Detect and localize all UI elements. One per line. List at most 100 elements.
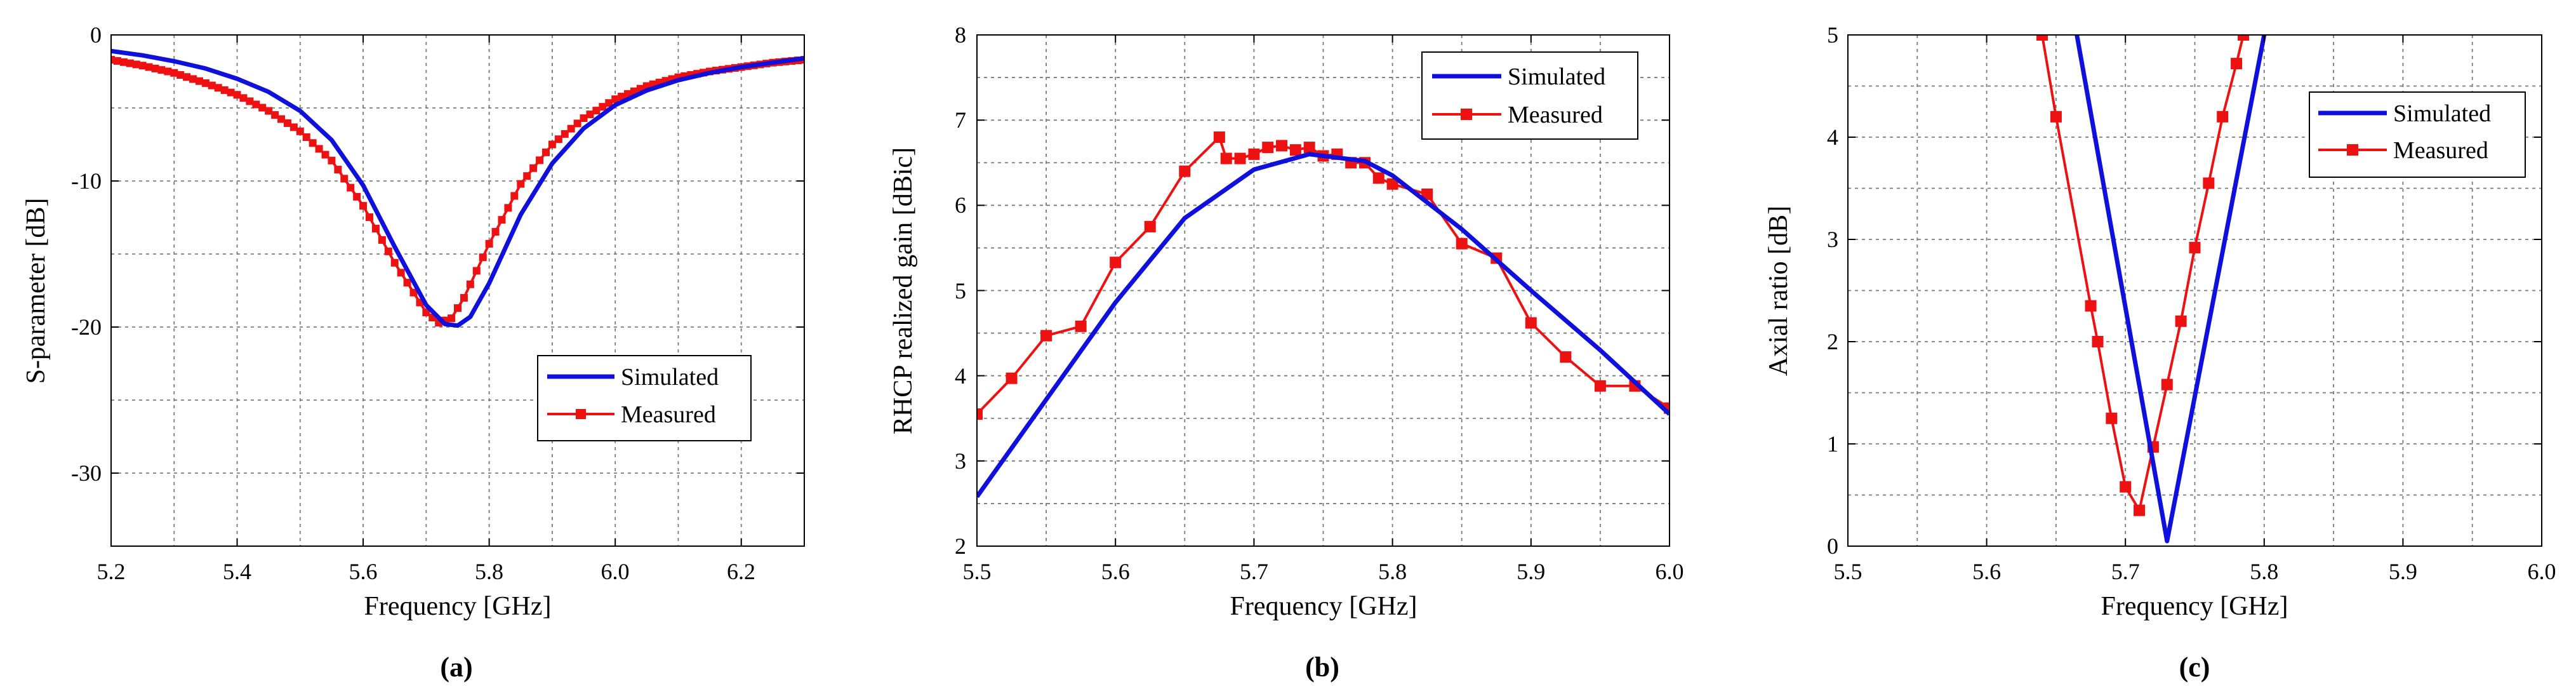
panel-a-measured-marker xyxy=(347,184,355,192)
panel-b-legend-measured-label: Measured xyxy=(1508,102,1603,128)
panel-b-measured-marker xyxy=(1594,380,1606,392)
panel-a: 5.2 5.4 5.6 5.8 6.0 6.2 0 -10 -20 -30 Fr… xyxy=(22,22,805,683)
panel-c-xtick-label: 5.7 xyxy=(2111,559,2140,584)
panel-a-measured-marker xyxy=(592,107,601,115)
panel-a-measured-marker xyxy=(618,93,626,101)
panel-b: 5.5 5.6 5.7 5.8 5.9 6.0 2 3 4 5 6 7 8 Fr… xyxy=(889,22,1684,683)
panel-b-series xyxy=(977,131,1670,499)
panel-c-measured-marker xyxy=(2134,504,2146,516)
panel-a-xtick-label: 5.4 xyxy=(223,559,251,584)
panel-a-measured-marker xyxy=(126,59,134,67)
panel-a-measured-marker xyxy=(309,139,317,147)
panel-b-legend: Simulated Measured xyxy=(1421,51,1638,140)
panel-a-measured-marker xyxy=(195,77,203,85)
panel-a-measured-marker xyxy=(189,75,197,83)
panel-a-measured-marker xyxy=(239,94,248,102)
panel-a-measured-marker xyxy=(384,247,392,255)
panel-a-measured-marker xyxy=(208,81,216,90)
panel-a-measured-marker xyxy=(170,69,178,77)
panel-a-measured-marker xyxy=(289,123,298,131)
panel-b-legend-simulated-label: Simulated xyxy=(1508,64,1605,90)
panel-b-ytick-label: 4 xyxy=(955,363,966,389)
panel-a-measured-marker xyxy=(246,97,254,105)
panel-b-measured-marker xyxy=(1262,142,1274,154)
panel-a-xtick-label: 6.0 xyxy=(601,559,630,584)
panel-a-series xyxy=(111,48,804,328)
panel-a-measured-marker xyxy=(409,288,418,297)
panel-a-ytick-label: -20 xyxy=(71,314,102,340)
panel-a-measured-marker xyxy=(132,60,140,69)
panel-b-label: (b) xyxy=(1305,652,1339,683)
panel-a-measured-marker xyxy=(554,135,562,144)
panel-a-measured-marker xyxy=(353,192,361,201)
panel-a-measured-marker xyxy=(529,164,538,172)
panel-c-measured-marker xyxy=(2161,378,2173,391)
panel-c-measured-marker xyxy=(2092,336,2104,347)
panel-a-measured-marker xyxy=(201,79,209,87)
panel-c-xtick-label: 5.6 xyxy=(1972,559,2001,584)
panel-c-measured-marker xyxy=(2189,241,2201,253)
panel-a-measured-marker xyxy=(422,309,430,316)
panel-c-measured-marker xyxy=(2120,481,2132,493)
panel-c: 5.5 5.6 5.7 5.8 5.9 6.0 0 1 2 3 4 5 Freq… xyxy=(1764,22,2556,683)
panel-a-measured-marker xyxy=(642,82,651,90)
panel-b-ylabel: RHCP realized gain [dBic] xyxy=(889,147,918,434)
panel-b-measured-marker xyxy=(1386,178,1398,190)
panel-b-xtick-label: 6.0 xyxy=(1656,559,1684,584)
panel-a-xtick-label: 5.6 xyxy=(349,559,378,584)
panel-a-measured-marker xyxy=(472,267,481,275)
panel-a-ytick-label: -10 xyxy=(71,168,102,194)
panel-b-measured-marker xyxy=(1456,238,1468,250)
panel-c-series xyxy=(2036,35,2267,544)
panel-c-plot-frame xyxy=(1847,34,2542,547)
panel-a-measured-marker xyxy=(176,71,185,79)
panel-b-ytick-label: 2 xyxy=(955,533,966,559)
panel-a-measured-marker xyxy=(233,91,241,99)
panel-a-measured-marker xyxy=(183,73,191,81)
panel-a-ticks xyxy=(110,34,804,546)
panel-a-measured-marker xyxy=(586,110,594,119)
panel-b-xtick-label: 5.9 xyxy=(1517,559,1545,584)
panel-c-xtick-label: 5.5 xyxy=(1834,559,1862,584)
panel-b-measured-marker xyxy=(1144,220,1156,232)
panel-a-ytick-label: 0 xyxy=(90,22,102,48)
panel-a-measured-marker xyxy=(599,103,607,111)
panel-c-ytick-label: 4 xyxy=(1827,124,1838,150)
panel-a-measured-marker xyxy=(119,58,128,66)
panel-c-ticks xyxy=(1847,34,2542,547)
panel-a-measured-marker xyxy=(328,156,336,164)
panel-a-measured-marker xyxy=(498,216,506,224)
panel-a-xtick-label: 5.2 xyxy=(97,559,126,584)
panel-a-measured-marker xyxy=(517,180,525,188)
panel-a-grid xyxy=(111,35,804,546)
panel-b-measured-marker xyxy=(1525,317,1537,329)
panel-b-xlabel: Frequency [GHz] xyxy=(1230,592,1417,621)
panel-b-xtick-label: 5.7 xyxy=(1240,559,1268,584)
panel-a-measured-marker xyxy=(466,280,474,288)
panel-a-measured-marker xyxy=(454,304,461,312)
panel-a-measured-marker xyxy=(491,228,500,236)
panel-a-measured-marker xyxy=(460,294,468,302)
panel-a-measured-marker xyxy=(214,84,222,92)
panel-a-measured-marker xyxy=(271,111,279,119)
panel-c-measured-marker xyxy=(2106,412,2118,424)
panel-b-measured-marker xyxy=(977,408,983,420)
panel-a-measured-marker xyxy=(151,64,159,72)
panel-b-legend-measured-marker xyxy=(1461,109,1472,120)
panel-a-measured-marker xyxy=(561,130,569,138)
panel-c-measured-marker xyxy=(2175,315,2187,327)
panel-c-measured-marker xyxy=(2085,300,2097,312)
panel-a-measured-marker xyxy=(649,80,657,88)
panel-b-measured-marker xyxy=(1220,152,1232,164)
panel-c-legend: Simulated Measured xyxy=(2309,91,2526,178)
panel-b-ytick-label: 3 xyxy=(955,448,966,474)
panel-b-measured-marker xyxy=(1075,320,1087,332)
panel-a-measured-marker xyxy=(611,95,620,104)
panel-a-measured-marker xyxy=(668,75,676,83)
panel-c-xtick-label: 6.0 xyxy=(2528,559,2556,584)
panel-c-measured-marker xyxy=(2238,35,2250,41)
panel-c-legend-simulated-label: Simulated xyxy=(2393,100,2491,127)
panel-b-measured-marker xyxy=(1179,165,1191,177)
panel-a-measured-marker xyxy=(378,236,386,244)
